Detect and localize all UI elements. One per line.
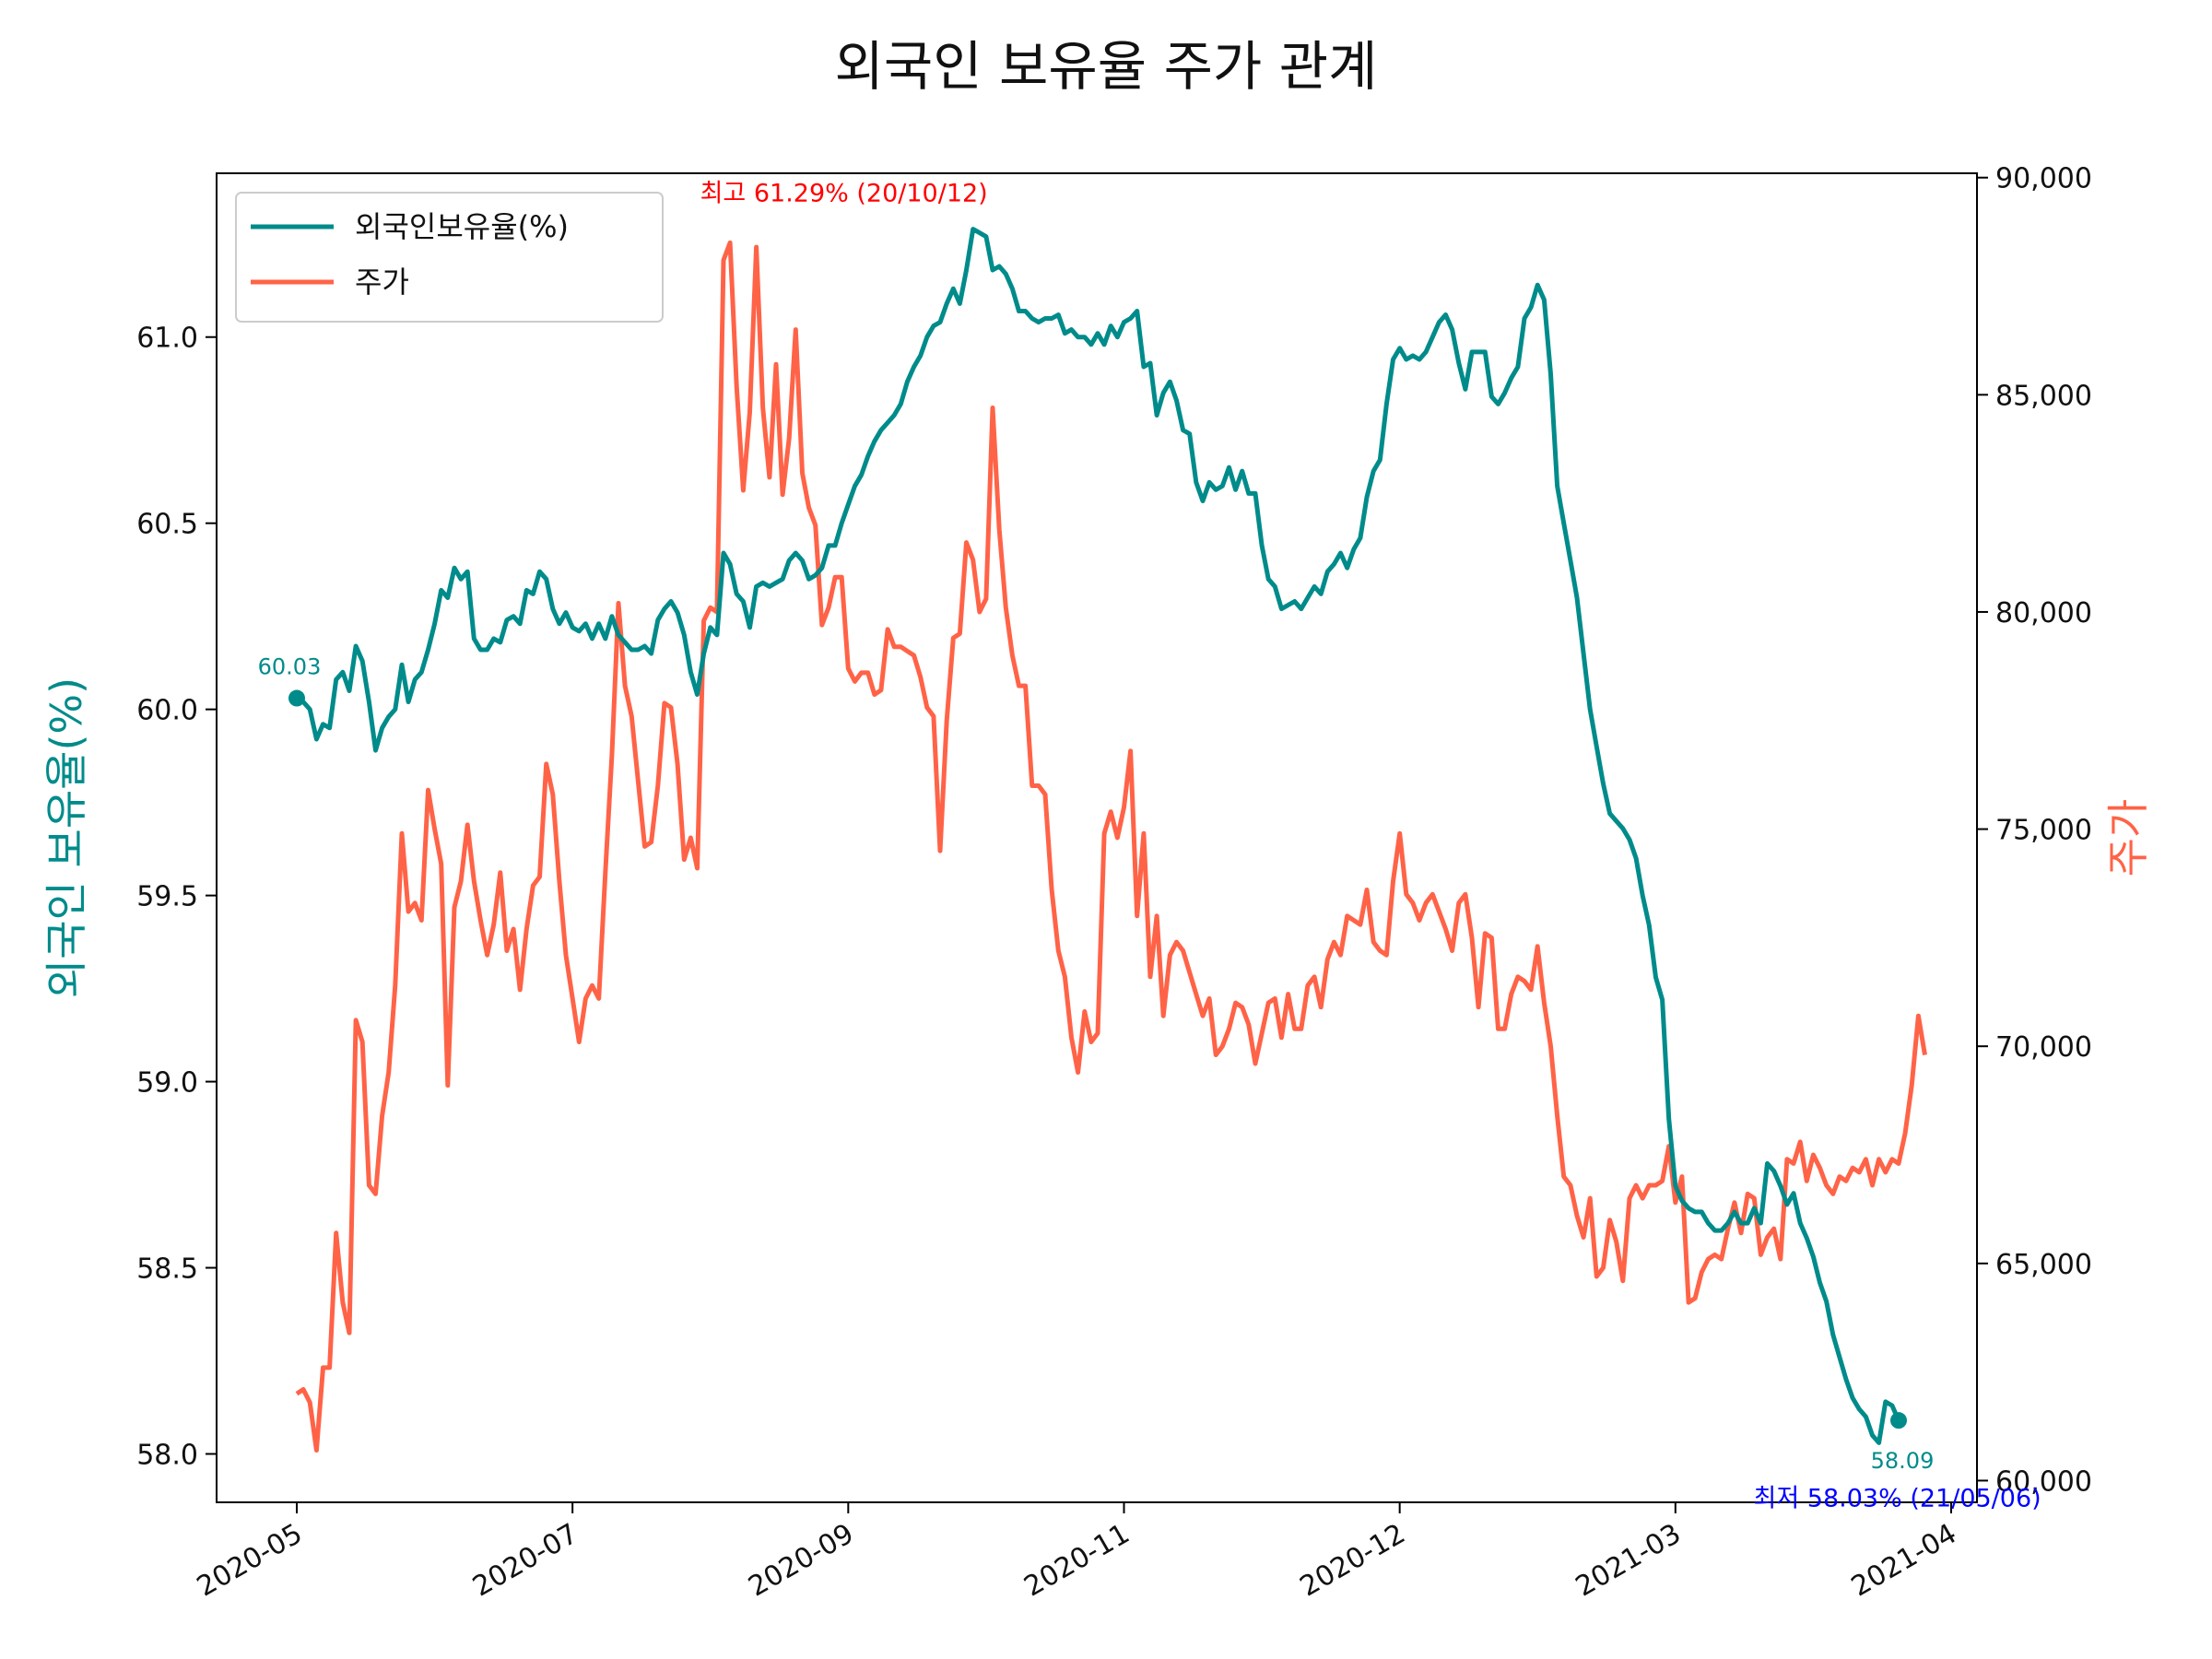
plot-frame	[216, 172, 1978, 1503]
left-y-tick-label: 58.0	[136, 1439, 198, 1471]
right-y-tick-label: 65,000	[1995, 1249, 2092, 1281]
end-value-label: 58.09	[1871, 1448, 1935, 1474]
right-y-tick-label: 60,000	[1995, 1465, 2092, 1498]
plot-area	[216, 172, 1978, 1503]
start-value-label: 60.03	[258, 654, 322, 680]
left-y-tick-label: 60.5	[136, 509, 198, 541]
legend-label-price: 주가	[355, 265, 409, 300]
left-y-tick-label: 59.5	[136, 881, 198, 913]
series-line-price	[295, 240, 1927, 1453]
start-point-marker	[288, 689, 305, 707]
series-layer	[295, 227, 1927, 1453]
right-y-tick-label: 70,000	[1995, 1031, 2092, 1064]
max-annotation: 최고 61.29% (20/10/12)	[700, 180, 988, 208]
legend-label-foreign-ratio: 외국인보유율(%)	[355, 209, 569, 244]
right-y-tick-label: 85,000	[1995, 380, 2092, 412]
right-y-axis-title: 주가	[2103, 799, 2153, 877]
series-line-foreign-ratio	[295, 227, 1901, 1445]
right-y-tick-label: 90,000	[1995, 163, 2092, 195]
left-y-tick-label: 61.0	[136, 323, 198, 355]
left-y-tick-label: 58.5	[136, 1253, 198, 1286]
chart-title: 외국인 보유율 주가 관계	[835, 35, 1378, 98]
right-y-tick-label: 75,000	[1995, 815, 2092, 847]
legend-box	[235, 192, 664, 323]
annotation-layer: 60.03 58.09 최고 61.29% (20/10/12) 최저 58.03% …	[258, 180, 2041, 1513]
left-y-axis: 58.0 58.5 59.0 59.5 60.0 60.5 61.0	[136, 323, 217, 1471]
right-y-axis: 60,000 65,000 70,000 75,000 80,000 85,000 90,0…	[1977, 163, 2092, 1498]
left-y-tick-label: 60.0	[136, 695, 198, 727]
left-y-axis-title: 외국인 보유율(%)	[41, 677, 91, 998]
right-y-tick-label: 80,000	[1995, 597, 2092, 629]
left-y-tick-label: 59.0	[136, 1067, 198, 1100]
legend: 외국인보유율(%) 주가	[235, 192, 664, 323]
min-annotation: 최저 58.03% (21/05/06)	[1754, 1484, 2041, 1512]
end-point-marker	[1890, 1412, 1907, 1430]
